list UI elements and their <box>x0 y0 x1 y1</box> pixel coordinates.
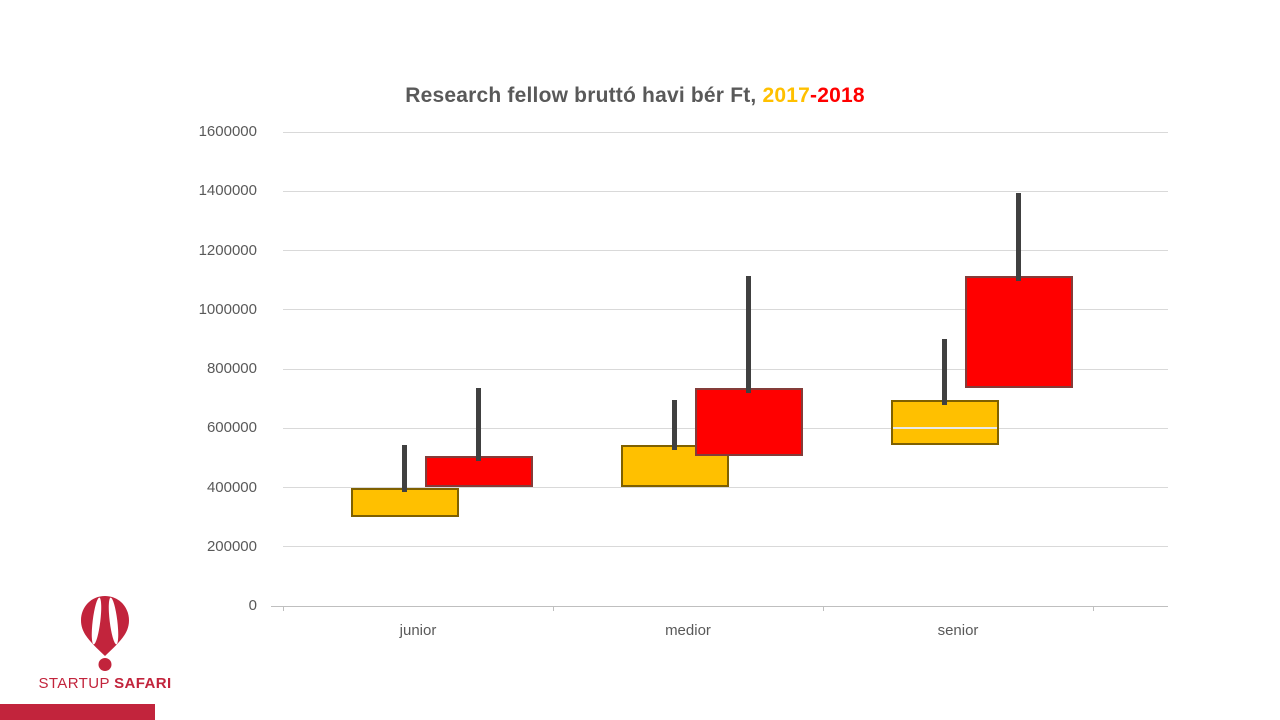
y-axis-tick-label: 1000000 <box>198 300 257 318</box>
y-axis-tick-label: 1400000 <box>198 182 257 200</box>
x-axis-tick <box>283 606 284 611</box>
y-axis-tick-label: 200000 <box>206 537 257 555</box>
x-axis-tick <box>553 606 554 611</box>
chart-title-2017: 2017 <box>762 84 811 107</box>
whisker-2018-junior <box>476 388 481 462</box>
balloon-stripe-left <box>91 597 102 645</box>
box-median-line <box>892 427 997 430</box>
x-axis-line <box>271 606 1168 607</box>
x-axis-tick <box>823 606 824 611</box>
x-axis-category-label: junior <box>399 622 437 639</box>
balloon-body <box>81 596 129 656</box>
x-axis-tick <box>1093 606 1094 611</box>
y-gridline <box>283 546 1168 548</box>
y-gridline <box>283 368 1168 370</box>
box-2018-senior <box>964 275 1073 389</box>
balloon-basket-dot <box>98 658 112 671</box>
whisker-2017-medior <box>672 400 677 450</box>
whisker-2018-senior <box>1016 192 1021 281</box>
balloon-icon <box>81 596 129 671</box>
x-axis-category-label: senior <box>937 622 979 639</box>
chart-title: Research fellow bruttó havi bér Ft, 2017… <box>0 84 1270 108</box>
logo-text: STARTUP SAFARI <box>0 675 210 692</box>
y-axis-tick-label: 400000 <box>206 478 257 496</box>
balloon-stripe-right <box>108 597 119 645</box>
startup-safari-logo: STARTUP SAFARI <box>0 595 210 692</box>
chart-title-2018: -2018 <box>810 84 865 107</box>
footer-accent-bar <box>0 704 155 720</box>
box-2017-senior <box>890 400 999 445</box>
box-2018-junior <box>424 456 533 488</box>
logo-text-startup: STARTUP <box>38 675 115 692</box>
whisker-2018-medior <box>746 275 751 394</box>
x-axis-category-label: medior <box>665 622 711 639</box>
chart-title-main: Research fellow bruttó havi bér Ft, <box>405 84 763 107</box>
box-2018-medior <box>694 388 803 457</box>
y-axis-tick-label: 800000 <box>206 360 257 377</box>
y-gridline <box>283 309 1168 311</box>
y-gridline <box>283 131 1168 133</box>
y-gridline <box>283 487 1168 488</box>
logo-text-safari: SAFARI <box>114 675 172 692</box>
y-axis-tick-label: 1600000 <box>198 123 257 140</box>
y-gridline <box>283 190 1168 192</box>
y-gridline <box>283 250 1168 251</box>
y-axis-tick-label: 0 <box>248 597 257 614</box>
whisker-2017-junior <box>402 444 407 493</box>
whisker-2017-senior <box>942 339 947 406</box>
y-axis-tick-label: 1200000 <box>198 241 257 259</box>
y-axis-tick-label: 600000 <box>206 419 257 437</box>
